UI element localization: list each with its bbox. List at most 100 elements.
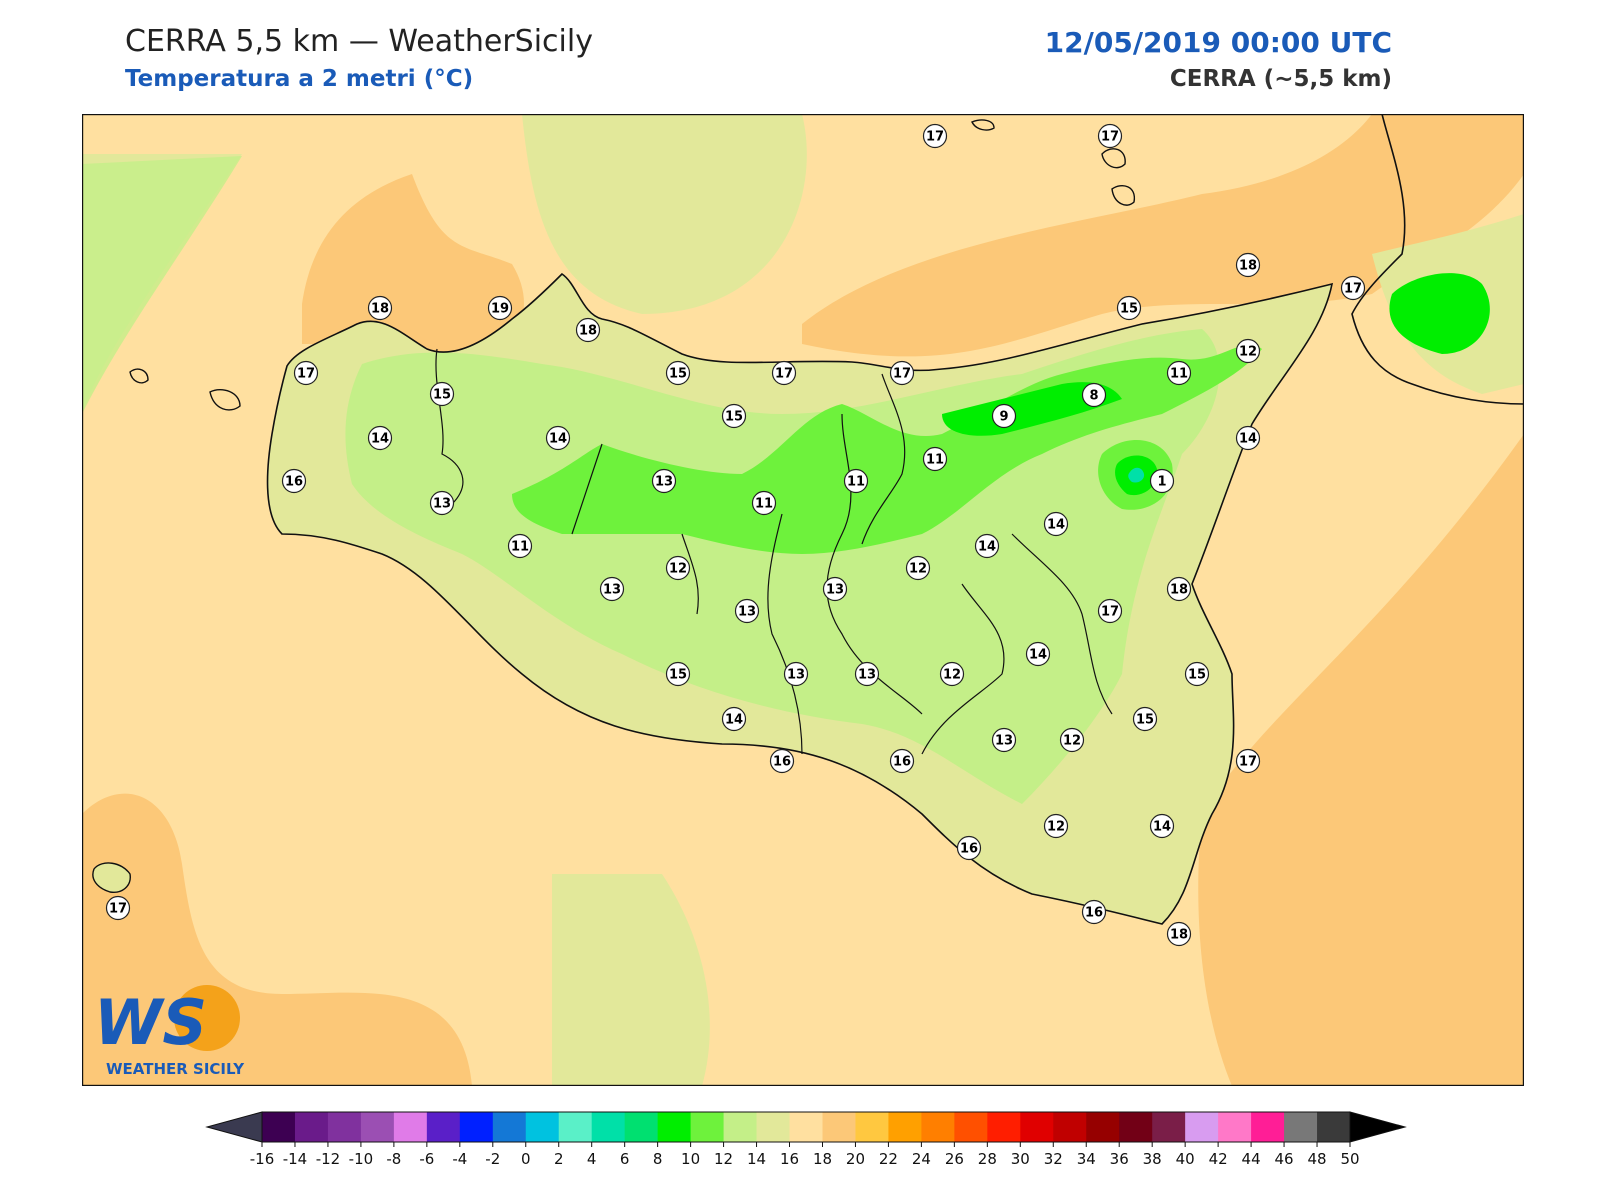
point-value-circle	[905, 555, 931, 581]
point-value-circle	[429, 490, 455, 516]
colorbar-tick-label: 14	[747, 1150, 766, 1168]
point-value-marker: 14	[1025, 641, 1051, 667]
point-value-marker: 11	[1166, 360, 1192, 386]
colorbar-tick-label: 48	[1307, 1150, 1326, 1168]
point-value-label: 13	[858, 668, 876, 683]
colorbar-swatch	[690, 1112, 725, 1142]
point-value-circle	[487, 295, 513, 321]
point-value-circle	[769, 748, 795, 774]
point-value-marker: 14	[367, 425, 393, 451]
colorbar-swatch	[1218, 1112, 1252, 1142]
colorbar-tick-label: 40	[1176, 1150, 1195, 1168]
point-value-marker: 18	[1166, 576, 1192, 602]
point-value-circle	[575, 317, 601, 343]
point-value-label: 13	[826, 583, 844, 598]
colorbar-swatch	[1152, 1112, 1186, 1142]
point-value-circle	[1166, 576, 1192, 602]
point-value-marker: 12	[665, 555, 691, 581]
point-value-circle	[599, 576, 625, 602]
map-title: CERRA 5,5 km — WeatherSicily	[125, 24, 593, 59]
calabria-coastline	[1351, 114, 1524, 405]
point-value-marker: 15	[721, 403, 747, 429]
point-value-circle	[1149, 468, 1175, 494]
point-value-marker: 14	[721, 706, 747, 732]
point-value-marker: 18	[575, 317, 601, 343]
colorbar-swatch	[393, 1112, 428, 1142]
colorbar-swatch	[789, 1112, 823, 1142]
point-value-marker: 17	[771, 360, 797, 386]
point-value-label: 11	[847, 475, 865, 490]
point-value-label: 14	[1029, 648, 1047, 663]
variable-subtitle: Temperatura a 2 metri (°C)	[125, 66, 474, 92]
point-value-marker: 15	[429, 381, 455, 407]
colorbar-swatch	[888, 1112, 922, 1142]
point-value-circle	[1025, 641, 1051, 667]
colorbar-tick-label: 36	[1110, 1150, 1129, 1168]
point-value-marker: 14	[1043, 511, 1069, 537]
colorbar-tick-label: 20	[846, 1150, 865, 1168]
field-calabria-cold	[1389, 273, 1490, 354]
colorbar-swatch	[591, 1112, 626, 1142]
point-value-circle	[1340, 275, 1366, 301]
point-value-label: 17	[926, 130, 944, 145]
point-value-label: 13	[738, 605, 756, 620]
point-value-label: 17	[1344, 282, 1362, 297]
colorbar-swatch	[723, 1112, 758, 1142]
point-value-marker: 9	[991, 403, 1017, 429]
point-value-circle	[1235, 338, 1261, 364]
point-value-circle	[1081, 382, 1107, 408]
point-value-circle	[1081, 899, 1107, 925]
point-value-circle	[822, 576, 848, 602]
colorbar-swatch	[327, 1112, 362, 1142]
point-value-circle	[771, 360, 797, 386]
point-value-circle	[1097, 123, 1123, 149]
island-pantelleria	[92, 862, 131, 893]
point-value-label: 12	[943, 668, 961, 683]
colorbar-swatch	[657, 1112, 692, 1142]
point-value-label: 18	[1170, 583, 1188, 598]
point-value-label: 16	[285, 475, 303, 490]
point-value-circle	[922, 123, 948, 149]
point-value-marker: 17	[889, 360, 915, 386]
point-value-marker: 14	[974, 533, 1000, 559]
point-value-marker: 18	[367, 295, 393, 321]
colorbar-tick-label: 50	[1340, 1150, 1359, 1168]
point-value-label: 14	[1047, 518, 1065, 533]
point-value-label: 8	[1089, 389, 1098, 404]
field-cool-sea-nw-2	[82, 156, 242, 414]
point-value-label: 17	[109, 902, 127, 917]
colorbar-swatch	[262, 1112, 296, 1142]
field-warm-ionian	[1198, 434, 1524, 1086]
colorbar-tick-label: 22	[879, 1150, 898, 1168]
colorbar-swatch	[624, 1112, 659, 1142]
colorbar-swatch	[525, 1112, 560, 1142]
point-value-marker: 1	[1149, 468, 1175, 494]
point-value-label: 14	[1153, 820, 1171, 835]
point-value-marker: 15	[1116, 295, 1142, 321]
point-value-marker: 17	[293, 360, 319, 386]
point-value-circle	[939, 661, 965, 687]
point-value-label: 14	[978, 540, 996, 555]
island-aeolian-2	[1111, 185, 1136, 206]
point-value-label: 15	[433, 388, 451, 403]
point-value-circle	[1116, 295, 1142, 321]
point-value-marker: 11	[843, 468, 869, 494]
model-label: CERRA (~5,5 km)	[1169, 66, 1392, 92]
logo-sun-icon	[174, 985, 240, 1051]
colorbar-tick-label: 8	[653, 1150, 663, 1168]
colorbar-swatch	[1251, 1112, 1285, 1142]
point-value-label: 17	[893, 367, 911, 382]
point-value-label: 13	[603, 583, 621, 598]
point-value-marker: 12	[1059, 727, 1085, 753]
colorbar-tick-label: -10	[349, 1150, 374, 1168]
logo-monogram: WS	[94, 986, 207, 1059]
colorbar-tick-label: 42	[1209, 1150, 1228, 1168]
valid-datetime: 12/05/2019 00:00 UTC	[1044, 26, 1392, 59]
point-value-label: 17	[1101, 130, 1119, 145]
colorbar-tick-label: 2	[554, 1150, 564, 1168]
point-value-marker: 17	[105, 895, 131, 921]
point-value-circle	[429, 381, 455, 407]
point-value-circle	[367, 425, 393, 451]
island-egadi	[129, 368, 241, 411]
